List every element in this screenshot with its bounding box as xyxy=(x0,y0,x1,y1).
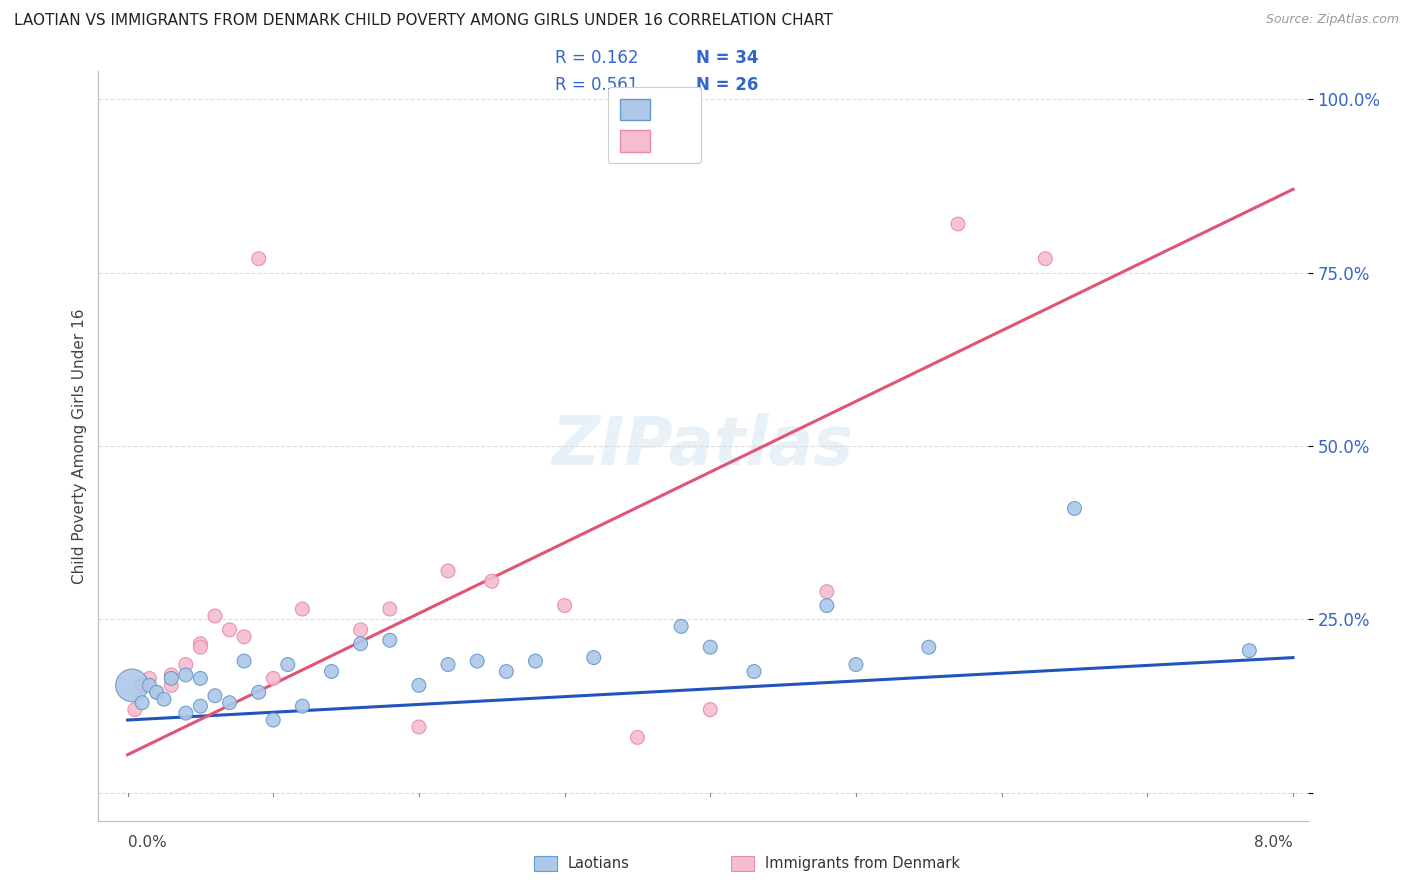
Point xyxy=(204,689,226,703)
Text: 0.0%: 0.0% xyxy=(128,835,166,849)
Point xyxy=(554,599,576,613)
Point xyxy=(233,630,256,644)
Point xyxy=(378,602,401,616)
Point xyxy=(262,672,284,686)
Point xyxy=(124,703,146,717)
Point xyxy=(350,637,373,651)
Point xyxy=(669,619,692,633)
Point xyxy=(174,668,197,682)
Point xyxy=(845,657,868,672)
Text: R = 0.561: R = 0.561 xyxy=(555,76,638,94)
Point xyxy=(145,685,167,699)
Point xyxy=(742,665,765,679)
Point xyxy=(321,665,343,679)
Text: LAOTIAN VS IMMIGRANTS FROM DENMARK CHILD POVERTY AMONG GIRLS UNDER 16 CORRELATIO: LAOTIAN VS IMMIGRANTS FROM DENMARK CHILD… xyxy=(14,13,832,29)
Point xyxy=(378,633,401,648)
Text: Immigrants from Denmark: Immigrants from Denmark xyxy=(765,856,960,871)
Point xyxy=(190,672,212,686)
Point xyxy=(465,654,488,668)
Point xyxy=(160,668,183,682)
Point xyxy=(218,623,240,637)
Point xyxy=(815,584,838,599)
Point xyxy=(946,217,969,231)
Point xyxy=(174,706,197,720)
Text: ZIPatlas: ZIPatlas xyxy=(553,413,853,479)
Point xyxy=(350,623,373,637)
Point xyxy=(131,678,153,692)
Point xyxy=(277,657,299,672)
Point xyxy=(582,650,605,665)
Text: Source: ZipAtlas.com: Source: ZipAtlas.com xyxy=(1265,13,1399,27)
Point xyxy=(204,609,226,624)
Point xyxy=(153,692,176,706)
Point xyxy=(121,678,143,692)
Point xyxy=(1063,501,1085,516)
Text: N = 34: N = 34 xyxy=(696,49,758,67)
Text: R = 0.162: R = 0.162 xyxy=(555,49,638,67)
Point xyxy=(247,685,270,699)
Point xyxy=(481,574,503,589)
Point xyxy=(262,713,284,727)
Point xyxy=(291,699,314,714)
Point xyxy=(190,699,212,714)
Point xyxy=(815,599,838,613)
Text: N = 26: N = 26 xyxy=(696,76,758,94)
Point xyxy=(408,678,430,692)
Point xyxy=(437,657,460,672)
Point xyxy=(699,703,721,717)
Text: 8.0%: 8.0% xyxy=(1254,835,1294,849)
Point xyxy=(626,731,648,745)
Point xyxy=(218,696,240,710)
Y-axis label: Child Poverty Among Girls Under 16: Child Poverty Among Girls Under 16 xyxy=(72,309,87,583)
Point xyxy=(524,654,547,668)
Text: Laotians: Laotians xyxy=(568,856,630,871)
Point xyxy=(174,657,197,672)
Point xyxy=(1239,643,1261,657)
Point xyxy=(495,665,517,679)
Point xyxy=(233,654,256,668)
Point xyxy=(918,640,941,655)
Point xyxy=(190,640,212,655)
Point xyxy=(437,564,460,578)
Point xyxy=(190,637,212,651)
Point xyxy=(699,640,721,655)
Point xyxy=(131,696,153,710)
Point xyxy=(291,602,314,616)
Point xyxy=(138,678,160,692)
Legend:       ,       : , xyxy=(607,87,702,163)
Point xyxy=(160,678,183,692)
Point xyxy=(247,252,270,266)
Point xyxy=(138,672,160,686)
Point xyxy=(408,720,430,734)
Point xyxy=(160,672,183,686)
Point xyxy=(1033,252,1056,266)
Point xyxy=(145,685,167,699)
